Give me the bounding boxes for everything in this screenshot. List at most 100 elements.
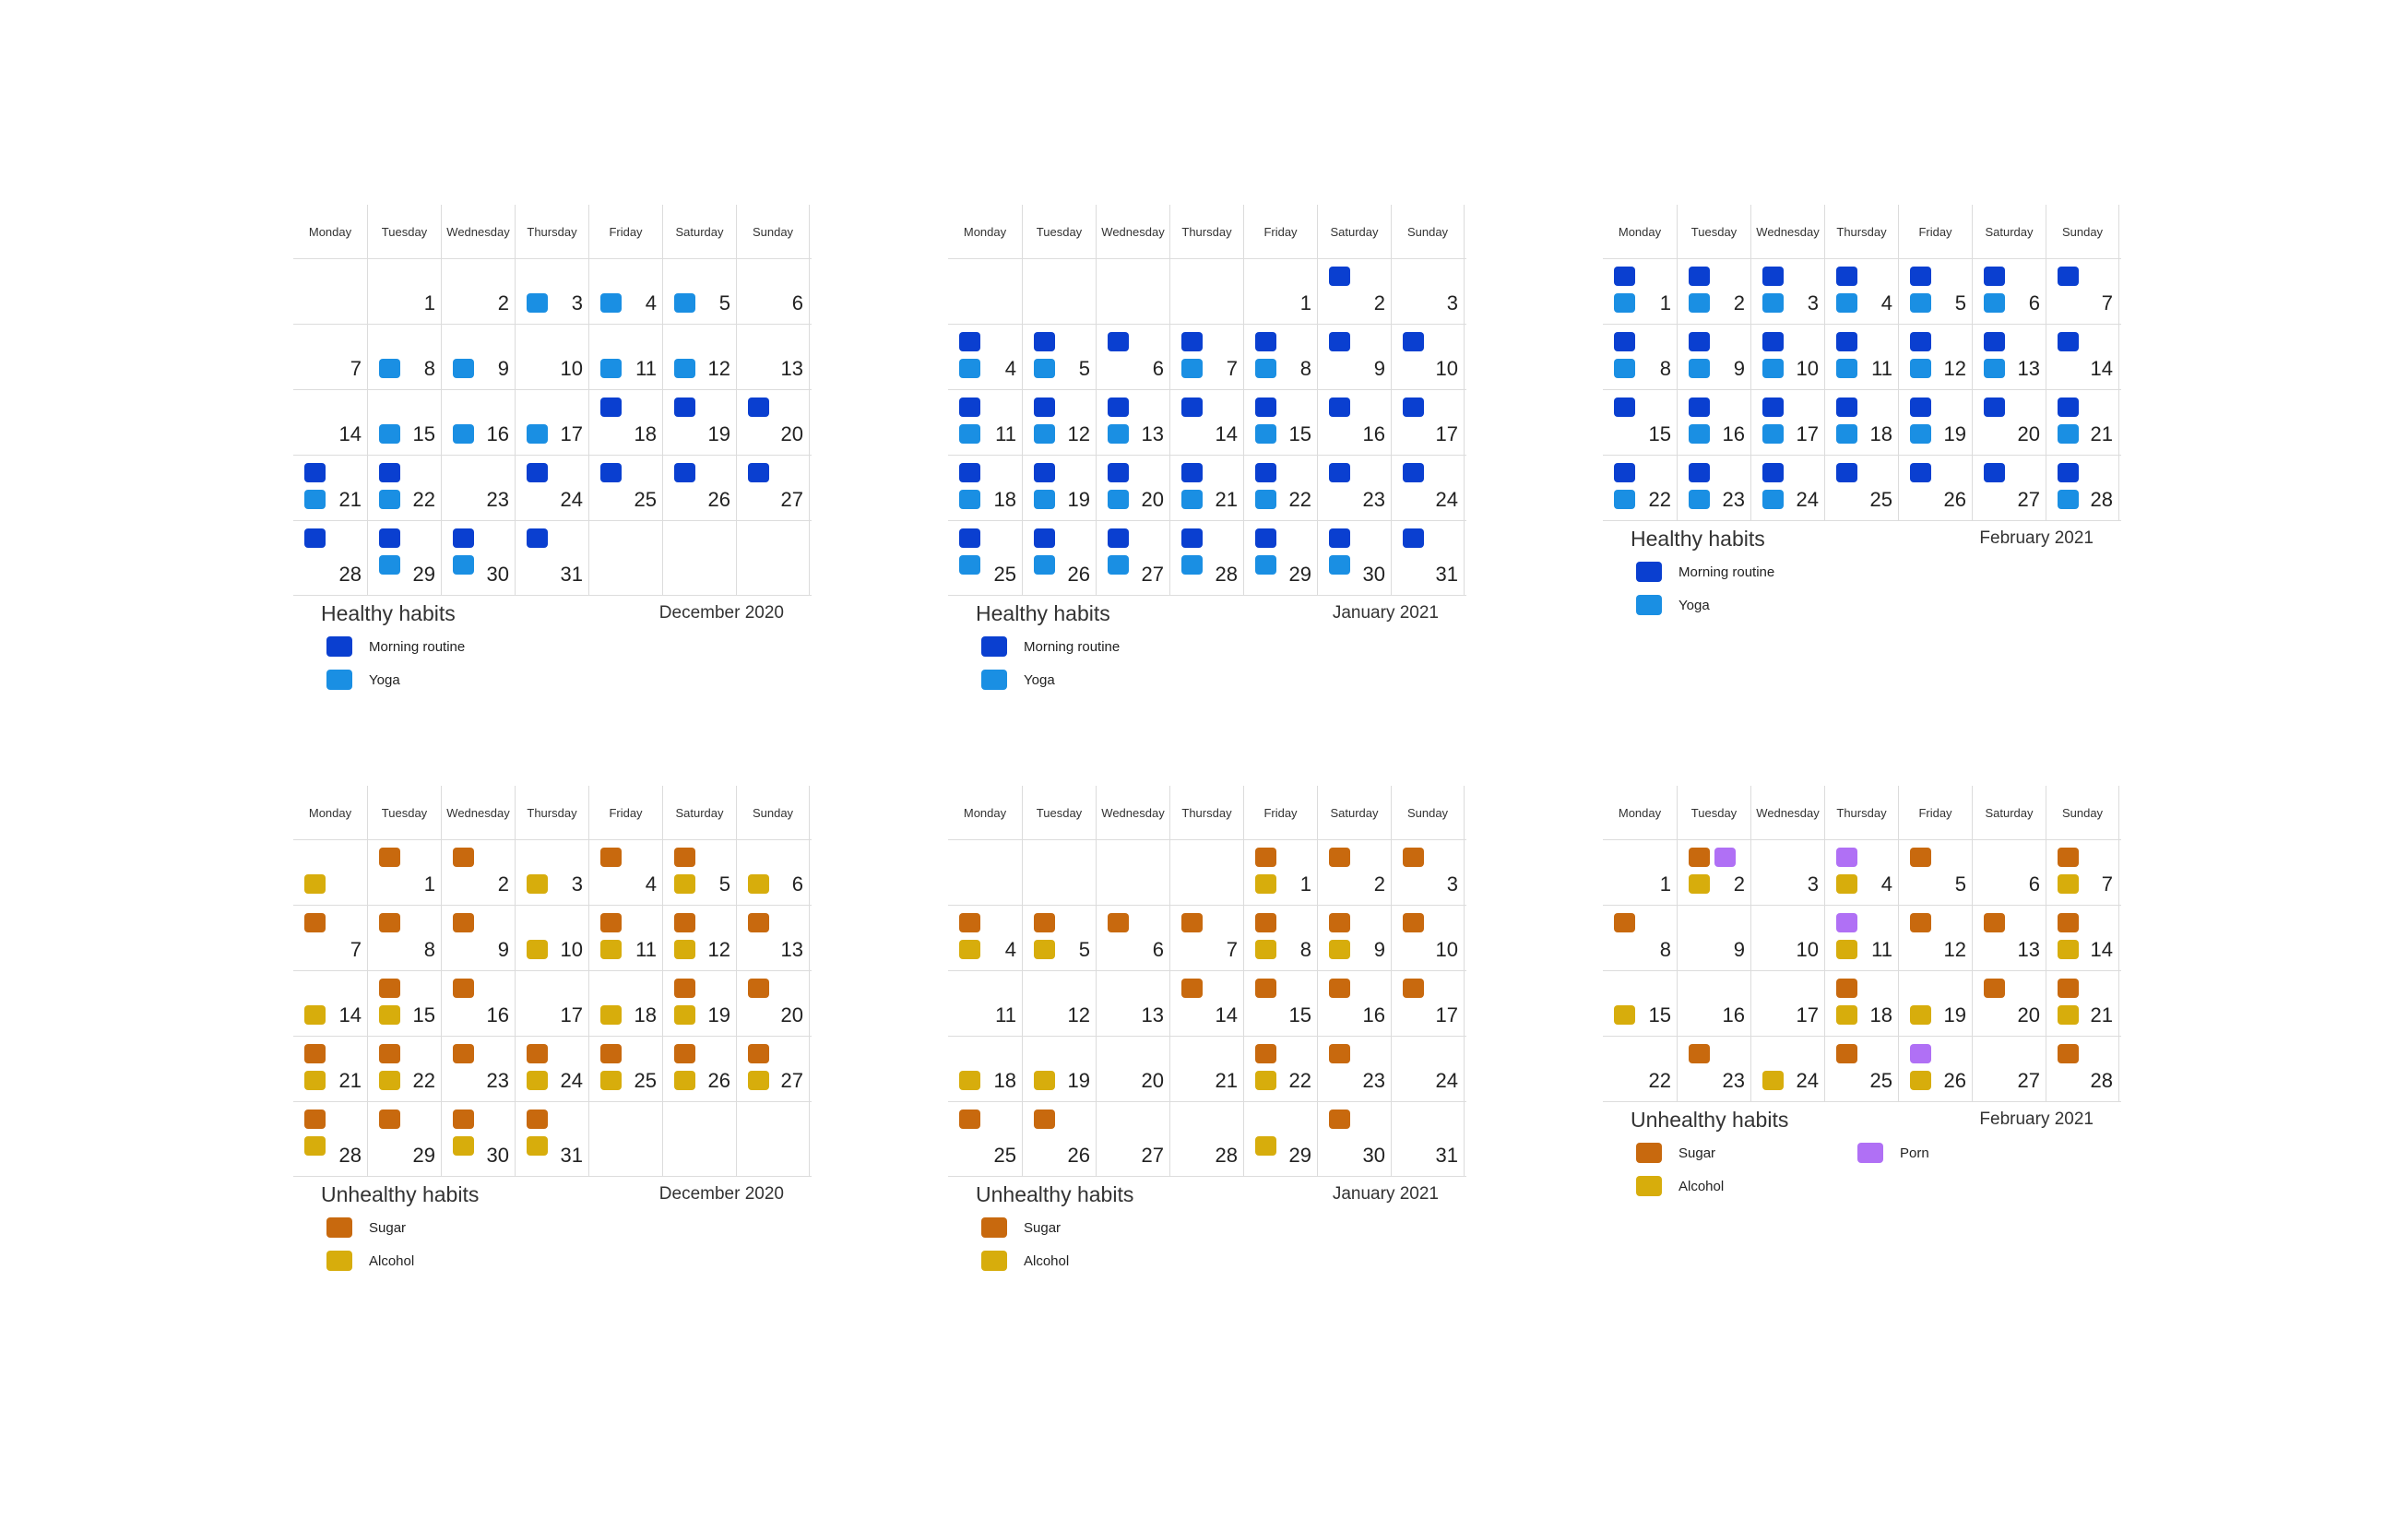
day-cell[interactable]: 25 bbox=[948, 521, 1022, 595]
day-cell[interactable]: 19 bbox=[662, 971, 736, 1036]
day-cell[interactable] bbox=[1096, 840, 1169, 905]
day-cell[interactable]: 11 bbox=[948, 971, 1022, 1036]
day-cell[interactable] bbox=[1169, 259, 1243, 324]
day-cell[interactable]: 9 bbox=[1677, 906, 1750, 970]
day-cell[interactable]: 3 bbox=[1391, 840, 1465, 905]
day-cell[interactable]: 15 bbox=[367, 390, 441, 455]
day-cell[interactable] bbox=[662, 521, 736, 595]
day-cell[interactable]: 15 bbox=[1243, 390, 1317, 455]
day-cell[interactable]: 18 bbox=[588, 390, 662, 455]
day-cell[interactable]: 27 bbox=[1972, 1037, 2046, 1101]
day-cell[interactable]: 13 bbox=[736, 325, 810, 389]
day-cell[interactable]: 21 bbox=[293, 1037, 367, 1101]
day-cell[interactable]: 8 bbox=[1243, 906, 1317, 970]
day-cell[interactable]: 22 bbox=[1603, 1037, 1677, 1101]
day-cell[interactable]: 16 bbox=[1317, 971, 1391, 1036]
day-cell[interactable]: 30 bbox=[1317, 521, 1391, 595]
day-cell[interactable]: 20 bbox=[1096, 1037, 1169, 1101]
day-cell[interactable]: 24 bbox=[515, 456, 588, 520]
day-cell[interactable]: 22 bbox=[1243, 1037, 1317, 1101]
day-cell[interactable]: 12 bbox=[662, 906, 736, 970]
day-cell[interactable]: 17 bbox=[1750, 390, 1824, 455]
day-cell[interactable]: 4 bbox=[588, 840, 662, 905]
day-cell[interactable]: 4 bbox=[588, 259, 662, 324]
day-cell[interactable] bbox=[1022, 840, 1096, 905]
day-cell[interactable]: 13 bbox=[1096, 390, 1169, 455]
day-cell[interactable]: 12 bbox=[1022, 971, 1096, 1036]
day-cell[interactable]: 6 bbox=[1096, 906, 1169, 970]
day-cell[interactable]: 23 bbox=[441, 456, 515, 520]
day-cell[interactable] bbox=[293, 259, 367, 324]
day-cell[interactable]: 10 bbox=[1750, 906, 1824, 970]
day-cell[interactable] bbox=[588, 1102, 662, 1176]
day-cell[interactable] bbox=[662, 1102, 736, 1176]
day-cell[interactable]: 16 bbox=[1677, 971, 1750, 1036]
day-cell[interactable]: 5 bbox=[662, 840, 736, 905]
day-cell[interactable]: 17 bbox=[1391, 971, 1465, 1036]
day-cell[interactable]: 15 bbox=[1243, 971, 1317, 1036]
day-cell[interactable]: 5 bbox=[1022, 906, 1096, 970]
day-cell[interactable]: 4 bbox=[1824, 259, 1898, 324]
day-cell[interactable]: 23 bbox=[1317, 1037, 1391, 1101]
day-cell[interactable]: 5 bbox=[1898, 840, 1972, 905]
day-cell[interactable]: 7 bbox=[1169, 906, 1243, 970]
day-cell[interactable]: 2 bbox=[441, 840, 515, 905]
day-cell[interactable]: 1 bbox=[1243, 840, 1317, 905]
day-cell[interactable]: 13 bbox=[1972, 325, 2046, 389]
day-cell[interactable]: 10 bbox=[1750, 325, 1824, 389]
day-cell[interactable]: 28 bbox=[293, 521, 367, 595]
day-cell[interactable]: 2 bbox=[1677, 259, 1750, 324]
day-cell[interactable]: 11 bbox=[1824, 325, 1898, 389]
day-cell[interactable]: 30 bbox=[441, 521, 515, 595]
day-cell[interactable]: 23 bbox=[1317, 456, 1391, 520]
day-cell[interactable]: 23 bbox=[441, 1037, 515, 1101]
day-cell[interactable]: 14 bbox=[2046, 325, 2119, 389]
day-cell[interactable]: 2 bbox=[1677, 840, 1750, 905]
day-cell[interactable]: 20 bbox=[1096, 456, 1169, 520]
day-cell[interactable] bbox=[1096, 259, 1169, 324]
day-cell[interactable]: 30 bbox=[1317, 1102, 1391, 1176]
day-cell[interactable]: 3 bbox=[1750, 259, 1824, 324]
day-cell[interactable]: 8 bbox=[367, 325, 441, 389]
day-cell[interactable]: 1 bbox=[367, 840, 441, 905]
day-cell[interactable] bbox=[736, 521, 810, 595]
day-cell[interactable]: 29 bbox=[367, 521, 441, 595]
day-cell[interactable]: 1 bbox=[1603, 259, 1677, 324]
day-cell[interactable]: 24 bbox=[1750, 1037, 1824, 1101]
day-cell[interactable]: 27 bbox=[736, 456, 810, 520]
day-cell[interactable]: 6 bbox=[736, 840, 810, 905]
day-cell[interactable]: 8 bbox=[1243, 325, 1317, 389]
day-cell[interactable]: 9 bbox=[441, 325, 515, 389]
day-cell[interactable]: 28 bbox=[1169, 521, 1243, 595]
day-cell[interactable]: 20 bbox=[1972, 390, 2046, 455]
day-cell[interactable]: 15 bbox=[367, 971, 441, 1036]
day-cell[interactable] bbox=[1022, 259, 1096, 324]
day-cell[interactable]: 28 bbox=[2046, 456, 2119, 520]
day-cell[interactable]: 24 bbox=[515, 1037, 588, 1101]
day-cell[interactable]: 28 bbox=[1169, 1102, 1243, 1176]
day-cell[interactable]: 2 bbox=[441, 259, 515, 324]
day-cell[interactable]: 28 bbox=[2046, 1037, 2119, 1101]
day-cell[interactable]: 22 bbox=[1243, 456, 1317, 520]
day-cell[interactable]: 3 bbox=[515, 840, 588, 905]
day-cell[interactable]: 3 bbox=[515, 259, 588, 324]
day-cell[interactable]: 20 bbox=[1972, 971, 2046, 1036]
day-cell[interactable]: 14 bbox=[293, 390, 367, 455]
day-cell[interactable]: 14 bbox=[1169, 971, 1243, 1036]
day-cell[interactable]: 26 bbox=[1898, 456, 1972, 520]
day-cell[interactable]: 31 bbox=[515, 1102, 588, 1176]
day-cell[interactable]: 11 bbox=[948, 390, 1022, 455]
day-cell[interactable]: 18 bbox=[948, 456, 1022, 520]
day-cell[interactable]: 12 bbox=[1898, 325, 1972, 389]
day-cell[interactable]: 24 bbox=[1391, 1037, 1465, 1101]
day-cell[interactable]: 18 bbox=[588, 971, 662, 1036]
day-cell[interactable]: 29 bbox=[1243, 521, 1317, 595]
day-cell[interactable]: 2 bbox=[1317, 259, 1391, 324]
day-cell[interactable]: 7 bbox=[2046, 259, 2119, 324]
day-cell[interactable]: 23 bbox=[1677, 456, 1750, 520]
day-cell[interactable]: 1 bbox=[1603, 840, 1677, 905]
day-cell[interactable]: 15 bbox=[1603, 971, 1677, 1036]
day-cell[interactable]: 16 bbox=[441, 390, 515, 455]
day-cell[interactable]: 13 bbox=[1972, 906, 2046, 970]
day-cell[interactable]: 15 bbox=[1603, 390, 1677, 455]
